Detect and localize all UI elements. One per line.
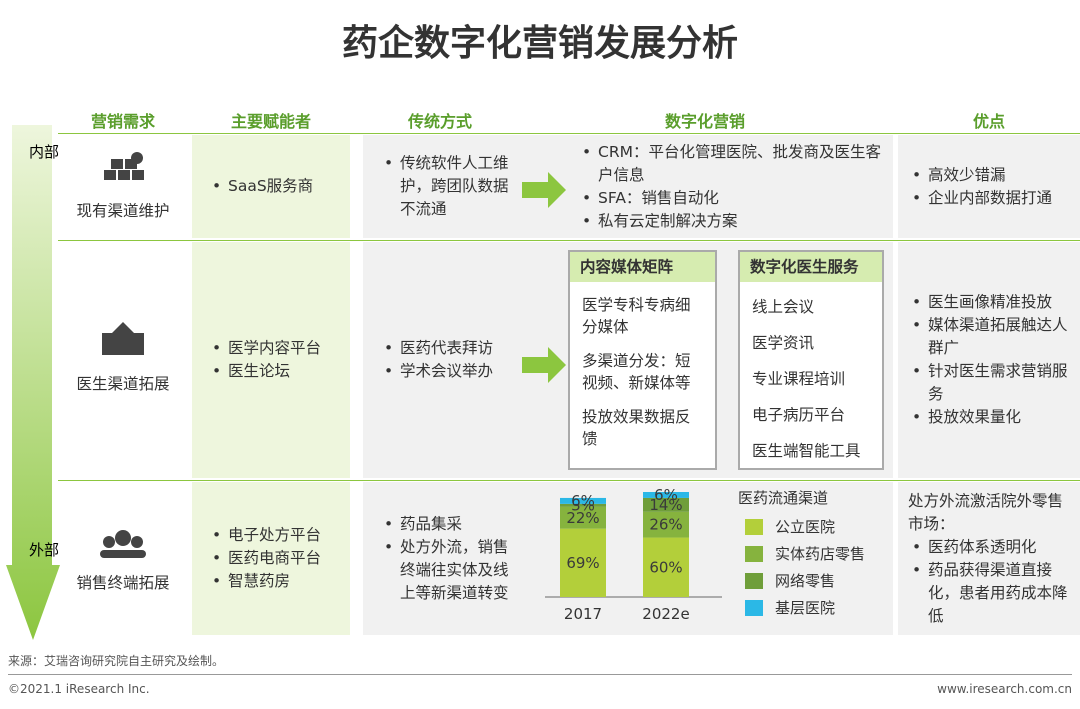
traditional-cell: 传统软件人工维护，跨团队数据不流通 bbox=[370, 135, 520, 238]
digital-list: CRM：平台化管理医院、批发商及医生客户信息SFA：销售自动化私有云定制解决方案 bbox=[578, 141, 883, 233]
enablers-cell: 电子处方平台医药电商平台智慧药房 bbox=[192, 482, 350, 635]
box-item: 多渠道分发：短视频、新媒体等 bbox=[582, 352, 691, 392]
row-name: 现有渠道维护 bbox=[76, 201, 170, 220]
enablers-cell: 医学内容平台医生论坛 bbox=[192, 242, 350, 478]
footer-line bbox=[8, 674, 1072, 675]
digital-box: 内容媒体矩阵医学专科专病细分媒体 多渠道分发：短视频、新媒体等 投放效果数据反馈 bbox=[568, 250, 717, 470]
advantage: 企业内部数据打通 bbox=[912, 187, 1070, 210]
traditional-cell: 医药代表拜访学术会议举办 bbox=[370, 242, 520, 478]
column-header: 数字化营销 bbox=[664, 112, 745, 131]
digital-box: 数字化医生服务线上会议医学资讯专业课程培训 电子病历平台 医生端智能工具 bbox=[738, 250, 884, 470]
icon-boxes bbox=[104, 152, 144, 180]
advantages-cell: 医生画像精准投放媒体渠道拓展触达人群广针对医生需求营销服务投放效果量化 bbox=[898, 242, 1080, 478]
enabler-list: 电子处方平台医药电商平台智慧药房 bbox=[208, 524, 340, 593]
box-item: 投放效果数据反馈 bbox=[582, 408, 691, 448]
traditional: 医药代表拜访 bbox=[384, 337, 510, 360]
enabler: SaaS服务商 bbox=[212, 175, 340, 198]
enabler: 医生论坛 bbox=[212, 360, 340, 383]
traditional: 传统软件人工维护，跨团队数据不流通 bbox=[384, 152, 510, 221]
advantages-cell: 处方外流激活院外零售市场：医药体系透明化药品获得渠道直接化，患者用药成本降低 bbox=[898, 482, 1080, 635]
row-name: 医生渠道拓展 bbox=[76, 375, 170, 393]
digital: SFA：销售自动化 bbox=[582, 187, 883, 210]
title: 药企数字化营销发展分析 bbox=[341, 23, 738, 64]
enabler: 电子处方平台 bbox=[212, 524, 340, 547]
side-label: 内部 bbox=[29, 143, 59, 161]
box-item: 专业课程培训 bbox=[752, 370, 846, 388]
column-header: 主要赋能者 bbox=[230, 112, 311, 131]
advantages-cell: 高效少错漏企业内部数据打通 bbox=[898, 135, 1080, 238]
row-rule bbox=[58, 240, 1080, 241]
digital: 私有云定制解决方案 bbox=[582, 210, 883, 233]
column-header: 优点 bbox=[972, 112, 1005, 131]
traditional-list: 医药代表拜访学术会议举办 bbox=[380, 337, 510, 383]
advantage: 高效少错漏 bbox=[912, 164, 1070, 187]
box-title: 内容媒体矩阵 bbox=[570, 252, 715, 282]
advantage-list: 高效少错漏企业内部数据打通 bbox=[908, 164, 1070, 210]
site: www.iresearch.com.cn bbox=[937, 682, 1072, 696]
side-arrow bbox=[6, 125, 60, 640]
advantage: 医药体系透明化 bbox=[912, 536, 1070, 559]
enablers-cell: SaaS服务商 bbox=[192, 135, 350, 238]
side-label-top: 内部 bbox=[29, 143, 59, 161]
traditional-list: 药品集采处方外流，销售终端往实体及线上等新渠道转变 bbox=[380, 513, 510, 605]
traditional: 处方外流，销售终端往实体及线上等新渠道转变 bbox=[384, 536, 510, 605]
advantage: 媒体渠道拓展触达人群广 bbox=[912, 314, 1070, 360]
column-header: 传统方式 bbox=[407, 112, 472, 131]
icon-hospital bbox=[102, 322, 144, 355]
traditional-cell: 药品集采处方外流，销售终端往实体及线上等新渠道转变 bbox=[370, 482, 520, 635]
digital-cell: CRM：平台化管理医院、批发商及医生客户信息SFA：销售自动化私有云定制解决方案 bbox=[568, 135, 893, 238]
column-header: 营销需求 bbox=[90, 112, 155, 131]
box-item: 线上会议 bbox=[752, 298, 815, 316]
box-item: 医生端智能工具 bbox=[752, 442, 861, 460]
enabler: 智慧药房 bbox=[212, 570, 340, 593]
advantage-list: 医药体系透明化药品获得渠道直接化，患者用药成本降低 bbox=[908, 536, 1070, 628]
box-title: 数字化医生服务 bbox=[740, 252, 882, 282]
advantage: 针对医生需求营销服务 bbox=[912, 360, 1070, 406]
advantage-list: 医生画像精准投放媒体渠道拓展触达人群广针对医生需求营销服务投放效果量化 bbox=[908, 291, 1070, 429]
side-label-bottom: 外部 bbox=[29, 541, 59, 559]
traditional-list: 传统软件人工维护，跨团队数据不流通 bbox=[380, 152, 510, 221]
enabler: 医药电商平台 bbox=[212, 547, 340, 570]
enabler-list: 医学内容平台医生论坛 bbox=[208, 337, 340, 383]
box-item: 医学资讯 bbox=[752, 334, 815, 352]
row-name: 销售终端拓展 bbox=[76, 573, 170, 592]
enabler: 医学内容平台 bbox=[212, 337, 340, 360]
box-item: 电子病历平台 bbox=[752, 406, 846, 424]
box-item: 医学专科专病细分媒体 bbox=[582, 296, 691, 336]
source: 来源：艾瑞咨询研究院自主研究及绘制。 bbox=[8, 654, 225, 668]
advantage: 投放效果量化 bbox=[912, 406, 1070, 429]
advantage: 医生画像精准投放 bbox=[912, 291, 1070, 314]
enabler-list: SaaS服务商 bbox=[208, 175, 340, 198]
copyright: ©2021.1 iResearch Inc. bbox=[8, 682, 150, 696]
digital: CRM：平台化管理医院、批发商及医生客户信息 bbox=[582, 141, 883, 187]
icon-people bbox=[100, 530, 146, 558]
advantages-lead: 处方外流激活院外零售市场： bbox=[908, 491, 1064, 533]
advantage: 药品获得渠道直接化，患者用药成本降低 bbox=[912, 559, 1070, 628]
traditional: 学术会议举办 bbox=[384, 360, 510, 383]
row-rule bbox=[58, 480, 1080, 481]
traditional: 药品集采 bbox=[384, 513, 510, 536]
row-rule bbox=[58, 133, 1080, 134]
